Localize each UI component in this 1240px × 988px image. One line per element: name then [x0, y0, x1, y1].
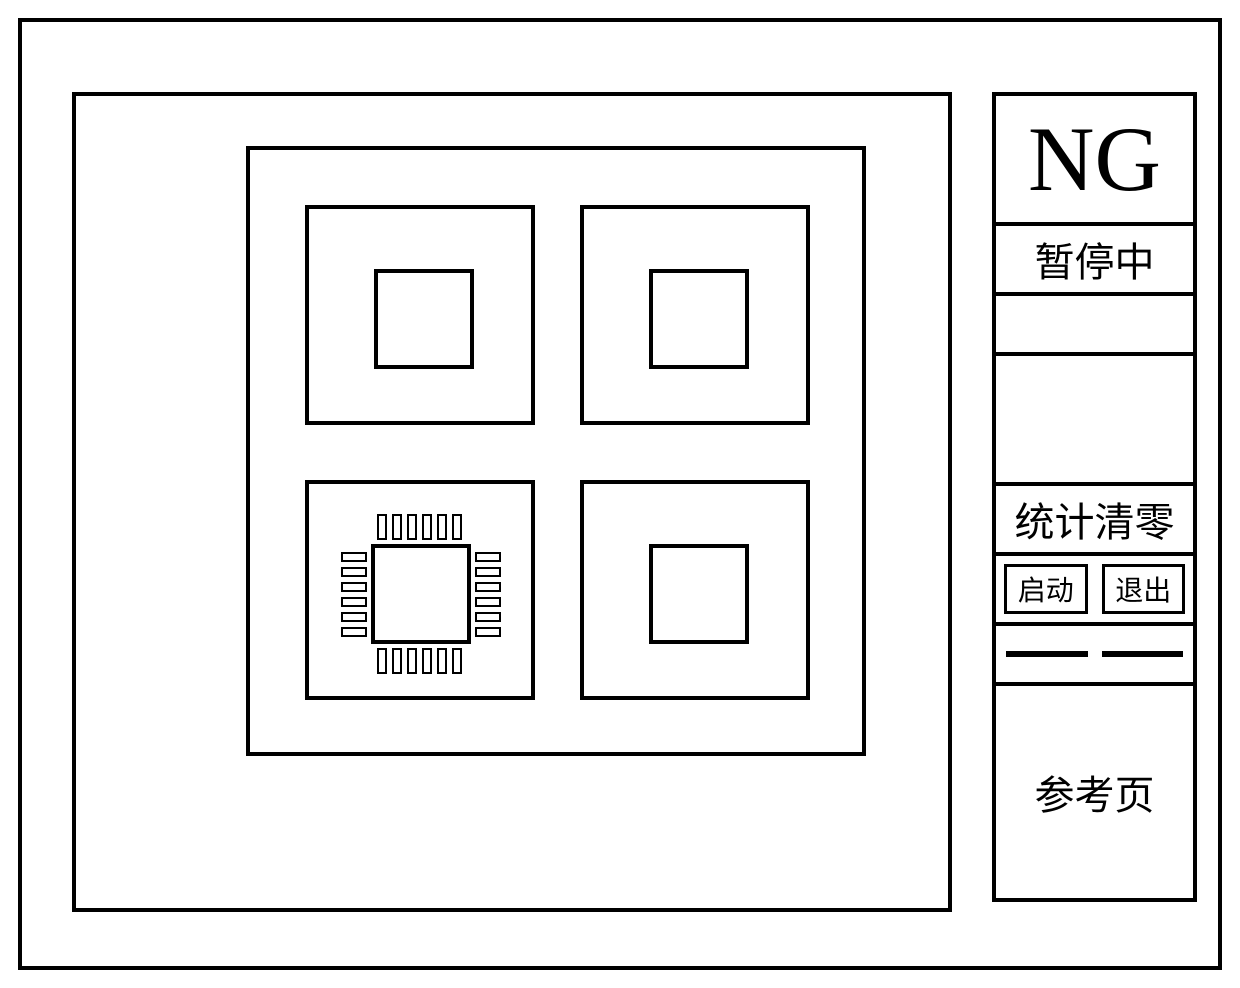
stats-clear-button[interactable]: 统计清零: [996, 486, 1193, 556]
result-status: NG: [996, 96, 1193, 226]
chip-pin-icon: [475, 612, 501, 622]
run-status: 暂停中: [996, 226, 1193, 296]
outer-frame: NG 暂停中 统计清零 启动 退出 参考页: [18, 18, 1222, 970]
chip-pin-icon: [475, 552, 501, 562]
chip-pin-icon: [377, 514, 387, 540]
chip-pin-icon: [452, 648, 462, 674]
chip-pin-icon: [392, 514, 402, 540]
chip-pin-icon: [341, 552, 367, 562]
side-panel: NG 暂停中 统计清零 启动 退出 参考页: [992, 92, 1197, 902]
chip-pin-icon: [422, 514, 432, 540]
start-button[interactable]: 启动: [1004, 564, 1088, 614]
grid-cell-top-left: [305, 205, 535, 425]
reference-page-button[interactable]: 参考页: [996, 686, 1193, 898]
chip-pin-icon: [422, 648, 432, 674]
chip-pin-icon: [452, 514, 462, 540]
exit-button[interactable]: 退出: [1102, 564, 1186, 614]
info-row-2: [996, 356, 1193, 486]
grid-cell-bottom-right: [580, 480, 810, 700]
indicator-row: [996, 626, 1193, 686]
chip-pin-icon: [475, 567, 501, 577]
cell-inner-square: [649, 269, 749, 369]
chip-pin-icon: [341, 582, 367, 592]
cell-inner-square: [374, 269, 474, 369]
chip-pin-icon: [392, 648, 402, 674]
chip-pin-icon: [475, 597, 501, 607]
chip-pin-icon: [341, 567, 367, 577]
indicator-box-1: [1006, 651, 1088, 657]
chip-pin-icon: [407, 514, 417, 540]
info-row-1: [996, 296, 1193, 356]
inspection-grid: [246, 146, 866, 756]
chip-icon: [371, 544, 471, 644]
chip-pin-icon: [407, 648, 417, 674]
grid-cell-top-right: [580, 205, 810, 425]
chip-pin-icon: [377, 648, 387, 674]
chip-pin-icon: [341, 627, 367, 637]
grid-cell-bottom-left: [305, 480, 535, 700]
chip-pin-icon: [341, 612, 367, 622]
chip-pin-icon: [475, 627, 501, 637]
chip-pin-icon: [475, 582, 501, 592]
chip-pin-icon: [341, 597, 367, 607]
button-row: 启动 退出: [996, 556, 1193, 626]
chip-pin-icon: [437, 514, 447, 540]
cell-inner-square: [649, 544, 749, 644]
main-panel: [72, 92, 952, 912]
chip-pin-icon: [437, 648, 447, 674]
indicator-box-2: [1102, 651, 1184, 657]
